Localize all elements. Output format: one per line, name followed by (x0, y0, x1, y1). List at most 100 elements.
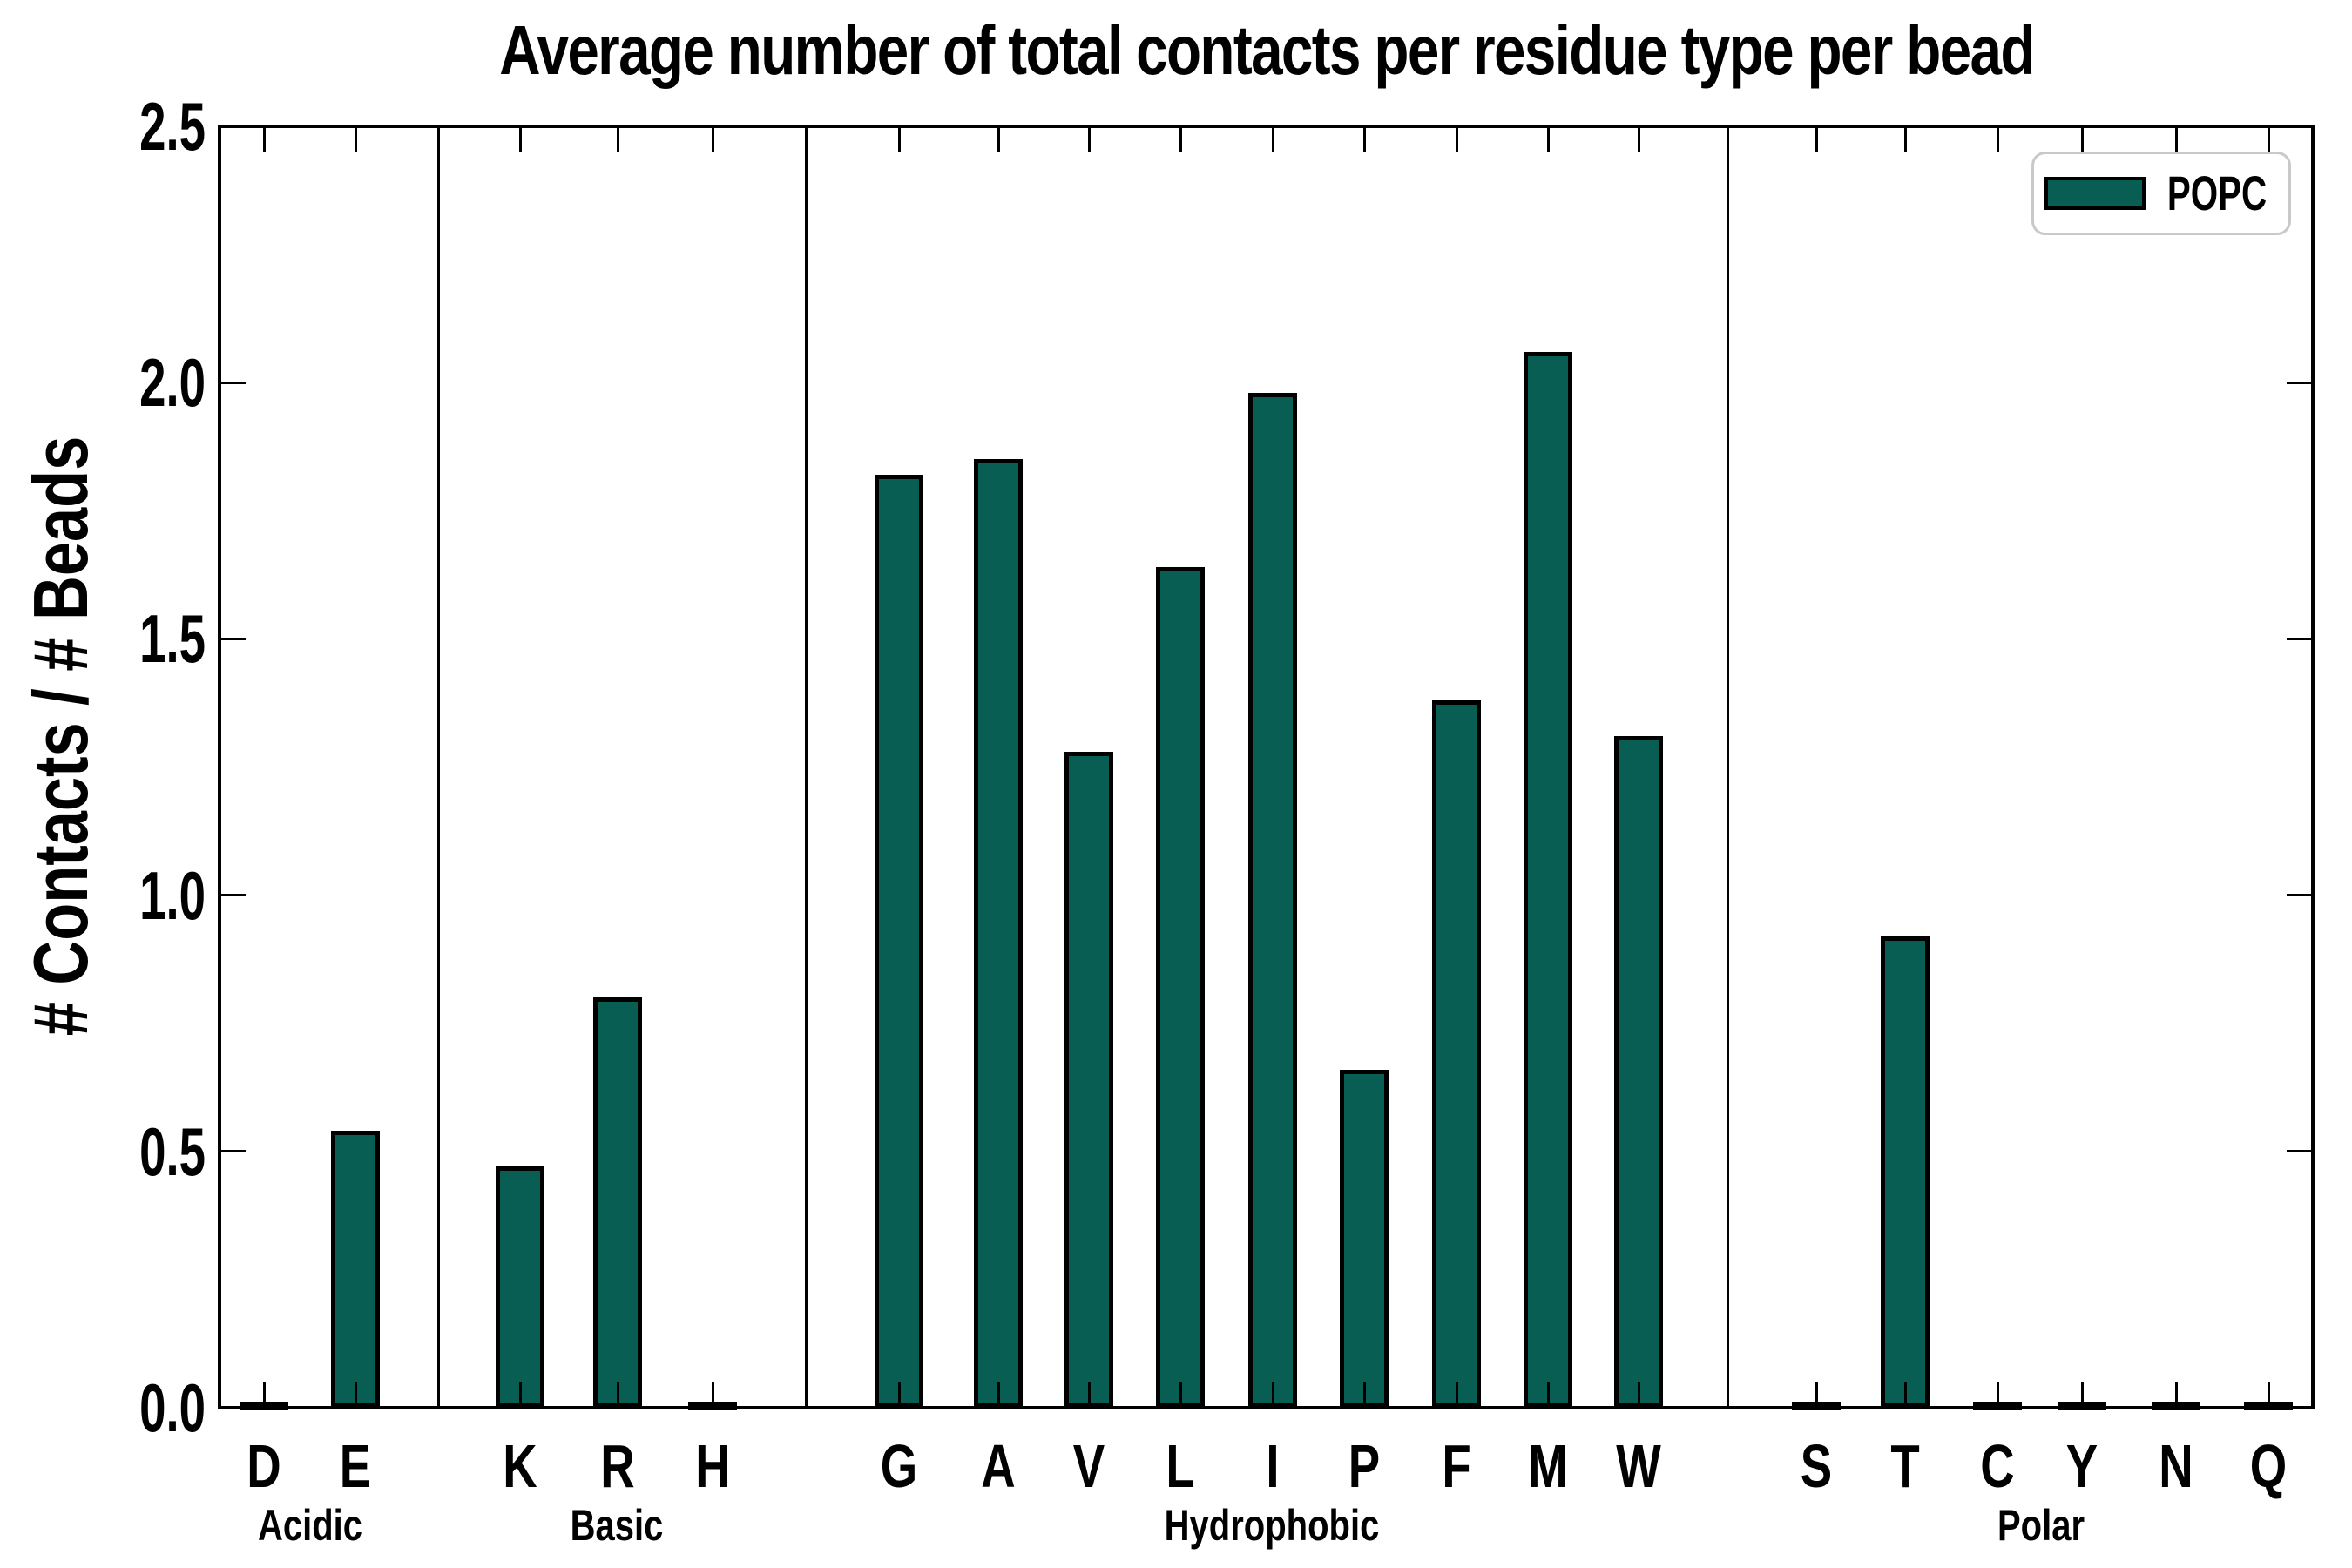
chart-title: Average number of total contacts per res… (499, 11, 2035, 89)
x-tick-bottom-I (1271, 1382, 1274, 1408)
x-tick-label-C: C (1980, 1432, 2015, 1500)
x-tick-top-F (1455, 126, 1458, 152)
y-tick-left (220, 637, 246, 640)
x-tick-bottom-L (1179, 1382, 1182, 1408)
x-tick-bottom-S (1815, 1382, 1818, 1408)
bar-F (1432, 700, 1481, 1408)
x-tick-bottom-D (262, 1382, 266, 1408)
group-label-hydrophobic: Hydrophobic (1164, 1501, 1380, 1550)
x-tick-top-L (1179, 126, 1182, 152)
bar-P (1340, 1069, 1389, 1408)
x-tick-bottom-Y (2080, 1382, 2084, 1408)
x-tick-top-H (711, 126, 714, 152)
legend-color-swatch (2044, 177, 2146, 210)
x-tick-bottom-E (354, 1382, 357, 1408)
x-tick-top-N (2174, 126, 2178, 152)
bar-L (1156, 567, 1205, 1408)
bar-G (875, 475, 923, 1408)
bar-I (1248, 392, 1297, 1408)
legend: POPC (2031, 152, 2291, 235)
axis-spine-right (2311, 125, 2315, 1409)
group-divider (437, 128, 440, 1406)
x-tick-label-G: G (880, 1432, 918, 1500)
x-tick-top-V (1087, 126, 1091, 152)
x-tick-top-R (616, 126, 619, 152)
x-tick-top-W (1637, 126, 1640, 152)
group-label-polar: Polar (1997, 1501, 2085, 1550)
group-label-acidic: Acidic (257, 1501, 362, 1550)
y-tick-label-0.0: 0.0 (139, 1369, 206, 1446)
x-tick-top-G (897, 126, 901, 152)
y-axis-label: # Contacts / # Beads (17, 436, 104, 1037)
x-tick-top-A (997, 126, 1000, 152)
group-label-basic: Basic (570, 1501, 664, 1550)
y-tick-left (220, 1150, 246, 1153)
x-tick-label-E: E (339, 1432, 372, 1500)
x-tick-top-T (1903, 126, 1907, 152)
x-tick-top-S (1815, 126, 1818, 152)
y-tick-right (2287, 1150, 2313, 1153)
x-tick-label-A: A (981, 1432, 1016, 1500)
x-tick-label-N: N (2159, 1432, 2193, 1500)
y-tick-right (2287, 637, 2313, 640)
y-tick-label-1.0: 1.0 (139, 856, 206, 934)
x-tick-label-R: R (600, 1432, 635, 1500)
x-tick-bottom-K (518, 1382, 522, 1408)
bar-T (1881, 936, 1930, 1408)
x-tick-top-I (1271, 126, 1274, 152)
y-tick-label-1.5: 1.5 (139, 600, 206, 678)
y-tick-label-2.5: 2.5 (139, 88, 206, 165)
x-tick-bottom-G (897, 1382, 901, 1408)
x-tick-label-H: H (695, 1432, 730, 1500)
x-tick-top-Y (2080, 126, 2084, 152)
bar-W (1614, 736, 1663, 1408)
x-tick-bottom-V (1087, 1382, 1091, 1408)
x-tick-bottom-T (1903, 1382, 1907, 1408)
x-tick-bottom-N (2174, 1382, 2178, 1408)
y-tick-right (2287, 894, 2313, 897)
legend-series-label: POPC (2166, 166, 2268, 220)
bar-K (496, 1166, 544, 1408)
x-tick-top-M (1546, 126, 1550, 152)
x-tick-label-T: T (1890, 1432, 1920, 1500)
x-tick-label-V: V (1072, 1432, 1105, 1500)
x-tick-bottom-P (1362, 1382, 1366, 1408)
y-tick-label-2.0: 2.0 (139, 344, 206, 422)
x-tick-bottom-Q (2267, 1382, 2270, 1408)
y-tick-right (2287, 381, 2313, 384)
x-tick-label-K: K (503, 1432, 537, 1500)
bar-E (331, 1131, 380, 1408)
x-tick-top-E (354, 126, 357, 152)
axis-spine-bottom (218, 1406, 2315, 1409)
bar-V (1064, 751, 1113, 1408)
x-tick-label-Q: Q (2249, 1432, 2288, 1500)
x-tick-label-P: P (1348, 1432, 1381, 1500)
x-tick-bottom-W (1637, 1382, 1640, 1408)
x-tick-bottom-M (1546, 1382, 1550, 1408)
x-tick-label-F: F (1442, 1432, 1471, 1500)
x-tick-bottom-H (711, 1382, 714, 1408)
y-tick-left (220, 381, 246, 384)
x-tick-label-W: W (1616, 1432, 1661, 1500)
bar-R (593, 997, 642, 1408)
axis-spine-top (218, 125, 2315, 128)
x-tick-bottom-F (1455, 1382, 1458, 1408)
x-tick-label-D: D (247, 1432, 281, 1500)
axis-spine-left (218, 125, 221, 1409)
x-tick-label-I: I (1266, 1432, 1280, 1500)
x-tick-label-Y: Y (2065, 1432, 2099, 1500)
y-tick-left (220, 894, 246, 897)
x-tick-bottom-A (997, 1382, 1000, 1408)
x-tick-bottom-C (1996, 1382, 1999, 1408)
x-tick-top-D (262, 126, 266, 152)
x-tick-label-M: M (1528, 1432, 1568, 1500)
x-tick-top-P (1362, 126, 1366, 152)
group-divider (1727, 128, 1729, 1406)
x-tick-top-K (518, 126, 522, 152)
group-divider (805, 128, 808, 1406)
x-tick-bottom-R (616, 1382, 619, 1408)
x-tick-top-Q (2267, 126, 2270, 152)
x-tick-label-L: L (1166, 1432, 1195, 1500)
y-tick-label-0.5: 0.5 (139, 1112, 206, 1190)
bar-A (974, 459, 1023, 1408)
